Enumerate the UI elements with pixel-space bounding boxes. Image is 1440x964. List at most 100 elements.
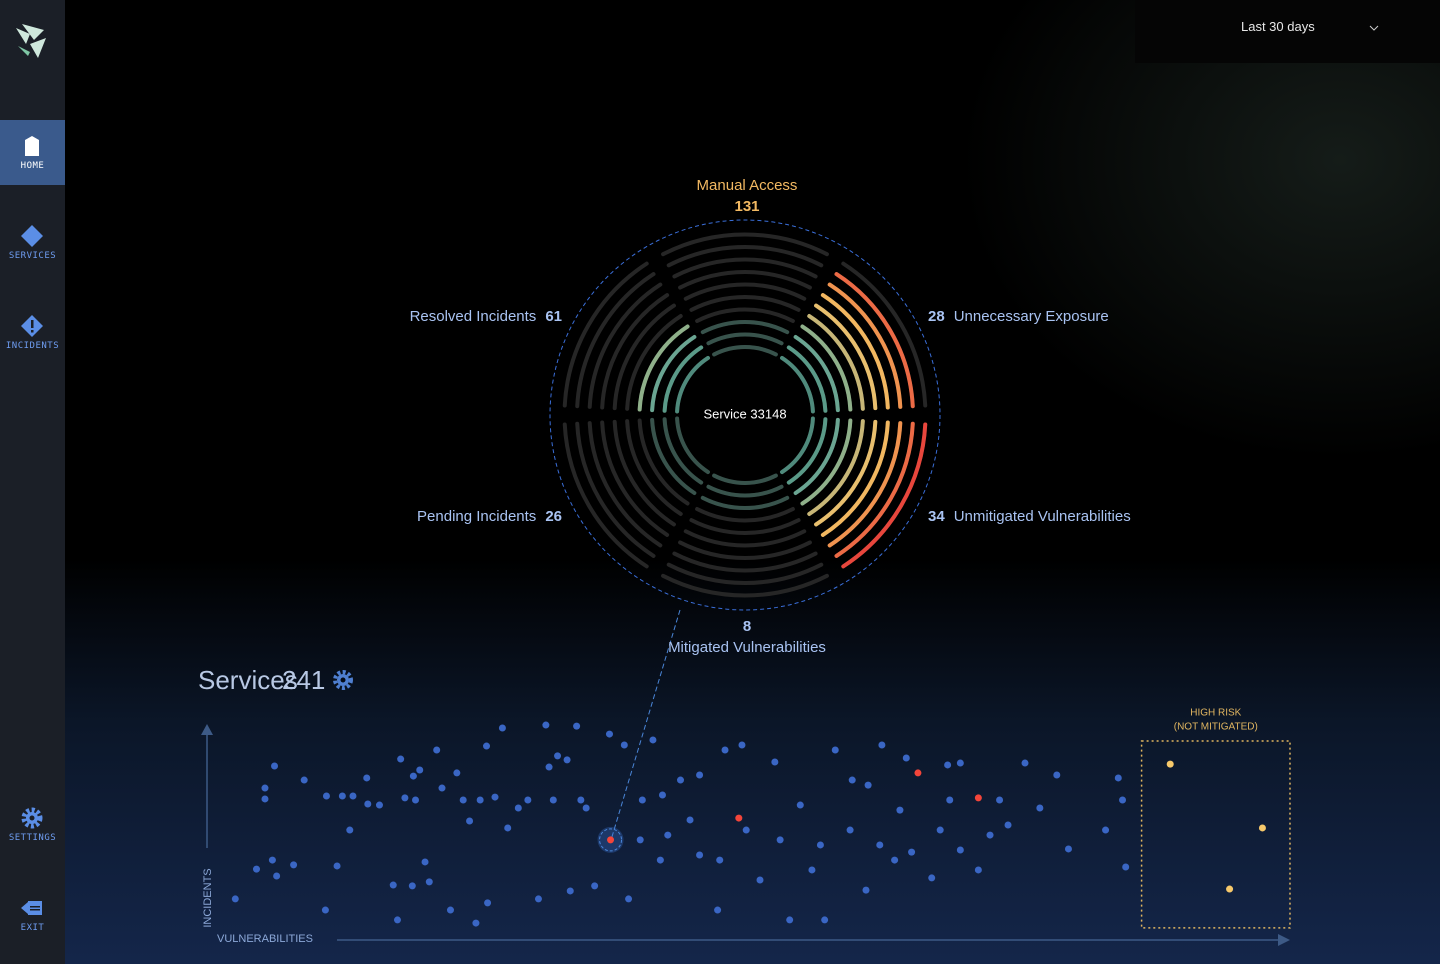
nav-incidents[interactable]: INCIDENTS	[0, 300, 65, 365]
nav-services[interactable]: SERVICES	[0, 210, 65, 275]
service-point	[986, 831, 994, 839]
service-point	[677, 776, 684, 784]
segment-label: 28 Unnecessary Exposure	[928, 308, 1109, 325]
ring-lit	[814, 303, 878, 411]
segment-name: Unmitigated Vulnerabilities	[954, 508, 1131, 525]
sidebar: HOME SERVICES INCIDENTS SETTINGS EXIT	[0, 0, 65, 964]
service-point	[716, 856, 724, 864]
service-point	[566, 887, 574, 895]
nav-settings[interactable]: SETTINGS	[0, 792, 65, 857]
segment	[780, 416, 928, 569]
nav-label: INCIDENTS	[5, 341, 60, 351]
service-point	[433, 746, 441, 754]
service-point	[549, 796, 557, 804]
segment-value: 131	[734, 198, 759, 215]
ring-track	[689, 295, 801, 312]
selection-glow	[597, 826, 624, 853]
segment-name: Pending Incidents	[417, 508, 536, 525]
ring-lit	[675, 416, 710, 475]
logo	[16, 24, 46, 58]
ring-track	[700, 495, 790, 510]
ring-lit	[786, 417, 828, 485]
service-point	[956, 759, 964, 767]
ring-track	[587, 282, 663, 409]
ring-track	[834, 421, 915, 558]
ring-track	[575, 272, 656, 409]
ring-lit	[793, 335, 840, 413]
ring-track	[678, 540, 812, 560]
ring-track	[662, 345, 704, 413]
ring-track	[672, 257, 818, 279]
service-point	[346, 826, 354, 834]
service-point	[848, 776, 856, 784]
service-point	[638, 796, 646, 804]
service-point	[876, 841, 884, 849]
service-point	[1004, 821, 1012, 829]
service-point	[563, 756, 571, 764]
ring-lit	[814, 419, 878, 527]
nav-home[interactable]: HOME	[0, 120, 65, 185]
service-point	[914, 769, 922, 777]
ring-track	[675, 416, 710, 475]
service-point	[349, 792, 357, 800]
segment-value: 26	[545, 508, 562, 525]
nav-exit[interactable]: EXIT	[0, 882, 65, 947]
service-point	[472, 919, 480, 927]
ring-track	[575, 421, 656, 558]
service-point	[425, 878, 433, 886]
ring-track	[689, 518, 801, 535]
high-risk-region	[1140, 740, 1291, 929]
segment-name: Mitigated Vulnerabilities	[668, 639, 826, 656]
ring-track	[800, 324, 853, 412]
service-point	[891, 856, 899, 864]
service-point	[273, 872, 281, 880]
service-point	[721, 746, 729, 754]
ring-track	[587, 421, 663, 548]
ring-lit	[700, 320, 790, 335]
nav-label: SETTINGS	[8, 833, 57, 843]
service-point	[542, 721, 550, 729]
service-point	[514, 804, 522, 812]
ring-track	[695, 507, 795, 523]
service-point	[831, 746, 839, 754]
segment-level	[700, 473, 790, 510]
ring-lit	[820, 420, 890, 537]
service-point	[483, 742, 491, 750]
x-axis-label: VULNERABILITIES	[217, 933, 313, 945]
service-point	[996, 796, 1004, 804]
radial-chart: Manual Access 131 28 Unnecessary Exposure 34…	[410, 177, 1131, 656]
service-point	[974, 794, 982, 802]
service-point	[796, 801, 804, 809]
service-point	[808, 866, 816, 874]
settings-gear[interactable]	[333, 670, 353, 690]
outer-ring	[549, 219, 941, 611]
service-point	[1064, 845, 1072, 853]
range-dropdown[interactable]: Last 30 days	[1135, 0, 1440, 63]
segment-label: 34 Unmitigated Vulnerabilities	[928, 508, 1131, 525]
ring-track	[678, 270, 812, 290]
service-point	[686, 816, 694, 824]
service-point	[1226, 885, 1234, 893]
service-point	[408, 882, 416, 890]
service-point	[696, 771, 704, 779]
ring-lit	[650, 335, 697, 413]
service-point	[878, 741, 886, 749]
service-point	[658, 791, 666, 799]
ring-track	[814, 303, 878, 411]
ring-track	[793, 335, 840, 413]
service-point	[364, 800, 372, 808]
service-point	[974, 866, 982, 874]
service-point	[956, 846, 964, 854]
service-point	[338, 792, 346, 800]
service-point	[453, 769, 461, 777]
segment-name: Unnecessary Exposure	[954, 308, 1109, 325]
service-point	[504, 824, 512, 832]
chevron	[1369, 25, 1379, 31]
ring-track	[786, 417, 828, 485]
service-point	[902, 754, 910, 762]
ring-track	[666, 245, 824, 268]
service-point	[1102, 826, 1110, 834]
